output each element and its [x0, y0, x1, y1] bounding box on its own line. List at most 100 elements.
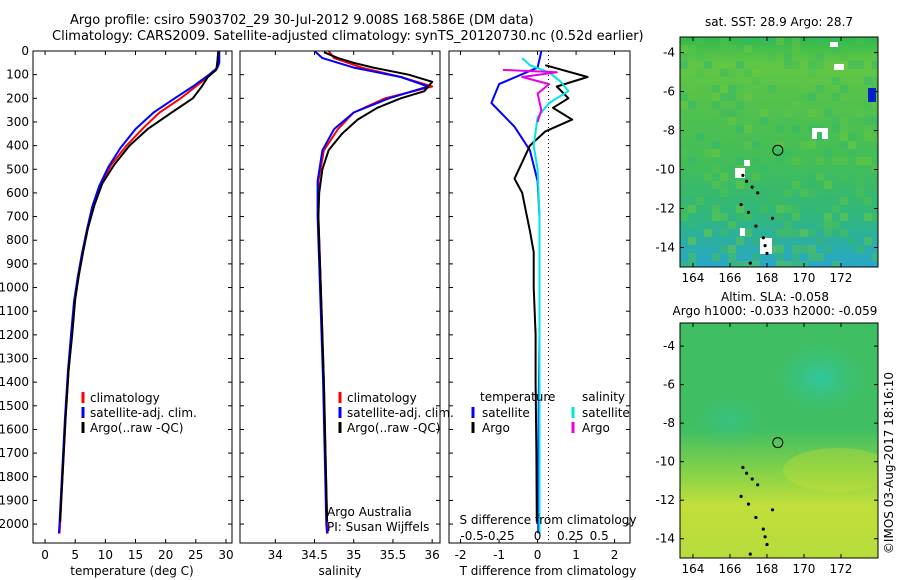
missing-data-patch: [822, 132, 828, 139]
sst-pixel: [792, 125, 800, 133]
map-x-tick-label: 168: [756, 562, 779, 576]
sst-pixel: [776, 197, 784, 205]
sst-pixel: [680, 45, 688, 53]
sst-pixel: [760, 205, 768, 213]
island-outline: [739, 494, 743, 498]
sst-pixel: [744, 37, 752, 45]
legend-label-satellite-adj-clim: satellite-adj. clim.: [347, 406, 454, 420]
sst-pixel: [840, 133, 848, 141]
series-line-salinity-satellite: [521, 57, 570, 534]
sst-pixel: [752, 157, 760, 165]
sst-pixel: [720, 93, 728, 101]
sst-pixel: [736, 125, 744, 133]
map-x-tick-label: 172: [830, 271, 853, 285]
sst-pixel: [680, 261, 688, 267]
sst-pixel: [832, 221, 840, 229]
x-tick-label: 0: [534, 548, 542, 562]
x-tick-label: 5: [71, 548, 79, 562]
sst-pixel: [832, 85, 840, 93]
y-tick-label: 1100: [0, 304, 29, 318]
sst-pixel: [688, 45, 696, 53]
sst-pixel: [752, 69, 760, 77]
x-tick-label: 1: [572, 548, 580, 562]
sst-pixel: [736, 61, 744, 69]
sst-pixel: [712, 93, 720, 101]
sst-pixel: [784, 221, 792, 229]
sst-pixel: [712, 189, 720, 197]
sla-map-frame: [679, 322, 879, 559]
island-outline: [765, 542, 769, 547]
sst-pixel: [856, 181, 864, 189]
series-line-satellite-adj-clim: [57, 51, 221, 534]
sst-pixel: [824, 221, 832, 229]
sst-pixel: [832, 37, 840, 45]
sst-pixel: [784, 157, 792, 165]
sst-pixel: [776, 205, 784, 213]
sst-pixel: [808, 53, 816, 61]
sst-pixel: [784, 109, 792, 117]
sst-pixel: [720, 69, 728, 77]
sst-pixel: [792, 149, 800, 157]
x-tick-label: -1: [493, 548, 505, 562]
sst-pixel: [760, 117, 768, 125]
sst-pixel: [848, 149, 856, 157]
sst-pixel: [856, 37, 864, 45]
sst-pixel: [864, 157, 872, 165]
sst-pixel: [816, 237, 824, 245]
sst-pixel: [728, 253, 736, 261]
sst-pixel: [752, 61, 760, 69]
sst-pixel: [784, 261, 792, 267]
sst-pixel: [736, 109, 744, 117]
island-outline: [748, 552, 752, 556]
sst-pixel: [744, 117, 752, 125]
salinity-x-axis-label: salinity: [318, 564, 361, 578]
sla-anomaly-blob: [690, 390, 770, 450]
sst-pixel: [832, 125, 840, 133]
x-tick-label: 15: [128, 548, 143, 562]
sst-pixel: [816, 85, 824, 93]
sst-pixel: [848, 237, 856, 245]
sst-pixel: [832, 117, 840, 125]
sst-map-frame: [679, 36, 879, 268]
map-y-tick-label: -14: [655, 532, 675, 546]
sst-pixel: [856, 109, 864, 117]
sst-pixel: [816, 37, 824, 45]
sst-pixel: [864, 77, 872, 85]
sst-pixel: [816, 173, 824, 181]
sst-pixel: [696, 69, 704, 77]
island-outline: [756, 483, 760, 487]
map-y-tick-label: -6: [663, 378, 675, 392]
cold-pixel: [868, 88, 876, 102]
sst-pixel: [832, 157, 840, 165]
sst-pixel: [752, 237, 760, 245]
island-outline: [746, 210, 751, 214]
legend-label-temperature-argo: Argo: [482, 421, 510, 435]
map-y-tick-label: -4: [663, 46, 675, 60]
sst-pixel: [784, 205, 792, 213]
island-outline: [770, 508, 775, 512]
sst-pixel: [688, 221, 696, 229]
sst-pixel: [848, 197, 856, 205]
series-line-temperature-argo: [513, 64, 589, 522]
island-outline: [741, 465, 745, 470]
sst-pixel: [744, 125, 752, 133]
sst-pixel: [840, 157, 848, 165]
sst-pixel: [688, 157, 696, 165]
sst-pixel: [728, 117, 736, 125]
sst-pixel: [832, 45, 840, 53]
sst-pixel: [744, 141, 752, 149]
sst-pixel: [776, 253, 784, 261]
sst-pixel: [776, 157, 784, 165]
sst-pixel: [808, 253, 816, 261]
sst-pixel: [728, 261, 736, 267]
sst-pixel: [784, 117, 792, 125]
y-tick-label: 500: [6, 162, 29, 176]
island-outline: [761, 527, 765, 531]
sst-pixel: [816, 149, 824, 157]
island-outline: [748, 261, 752, 265]
island-outline: [739, 203, 743, 207]
sst-pixel: [792, 229, 800, 237]
island-patch: [744, 160, 750, 166]
sst-pixel: [792, 45, 800, 53]
sst-pixel: [872, 61, 878, 69]
